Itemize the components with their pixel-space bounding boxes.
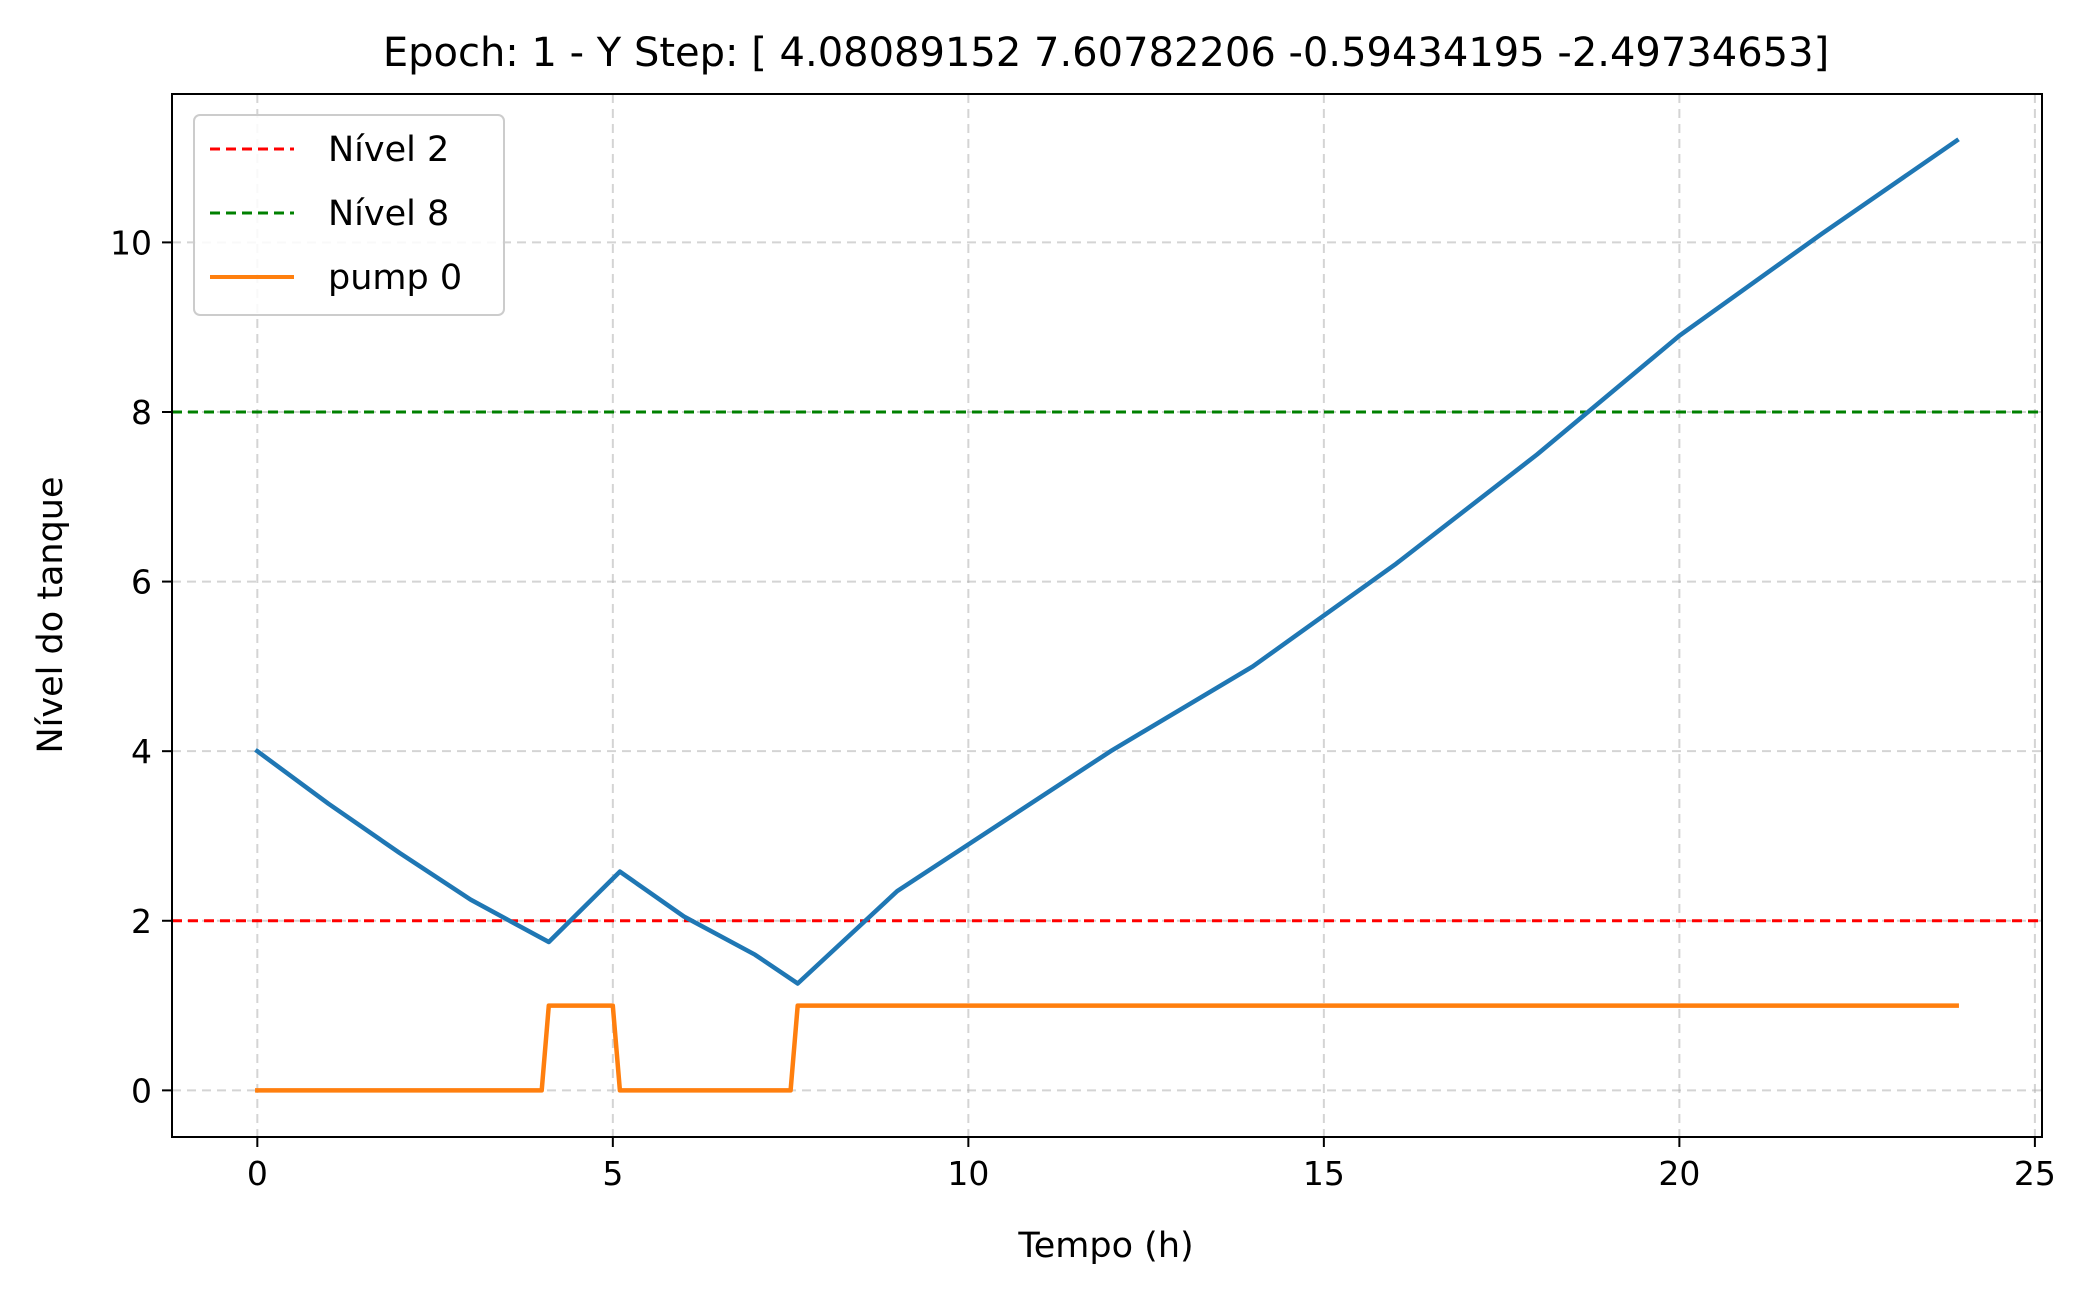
x-tick-label-3: 15 bbox=[1303, 1154, 1345, 1193]
x-axis-label: Tempo (h) bbox=[1017, 1226, 1193, 1266]
x-tick-label-1: 5 bbox=[602, 1154, 623, 1193]
x-tick-label-0: 0 bbox=[247, 1154, 268, 1193]
legend-label-pump-0: pump 0 bbox=[328, 258, 462, 298]
plot-frame bbox=[171, 93, 2043, 1138]
y-tick-label-4: 8 bbox=[131, 393, 152, 432]
x-tick-label-4: 20 bbox=[1658, 1154, 1700, 1193]
legend-label-nivel-2: Nível 2 bbox=[328, 130, 449, 170]
legend: Nível 2 Nível 8 pump 0 bbox=[193, 114, 505, 316]
y-tick-label-1: 2 bbox=[131, 902, 152, 941]
x-tick-label-2: 10 bbox=[947, 1154, 989, 1193]
series-group bbox=[254, 137, 1960, 1093]
y-tick-label-5: 10 bbox=[110, 223, 152, 262]
y-tick-label-3: 6 bbox=[131, 563, 152, 602]
y-axis: 0 2 4 6 8 10 bbox=[110, 223, 172, 1110]
series-line-1 bbox=[255, 1003, 1959, 1093]
series-line-0 bbox=[254, 137, 1960, 986]
y-tick-label-0: 0 bbox=[131, 1071, 152, 1110]
x-tick-label-5: 25 bbox=[2014, 1154, 2056, 1193]
chart-title: Epoch: 1 - Y Step: [ 4.08089152 7.607822… bbox=[383, 30, 1829, 76]
x-axis: 0 5 10 15 20 25 bbox=[247, 1137, 2056, 1193]
legend-label-nivel-8: Nível 8 bbox=[328, 194, 449, 234]
reference-lines bbox=[172, 410, 2042, 923]
y-tick-label-2: 4 bbox=[131, 732, 152, 771]
y-axis-label: Nível do tanque bbox=[31, 476, 71, 753]
legend-box bbox=[193, 114, 505, 316]
